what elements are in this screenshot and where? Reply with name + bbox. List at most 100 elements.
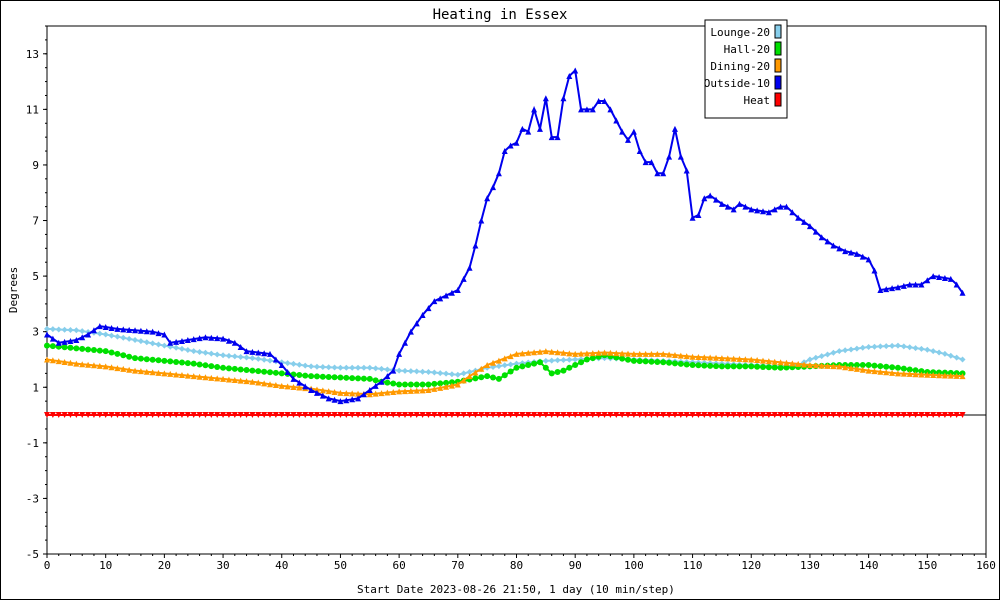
data-point: [319, 363, 326, 370]
data-point: [730, 206, 737, 213]
data-point: [231, 339, 238, 346]
data-point: [413, 387, 420, 394]
data-point: [607, 349, 614, 356]
data-point: [167, 358, 174, 365]
data-point: [589, 355, 596, 362]
data-point: [114, 365, 121, 372]
data-point: [225, 412, 232, 419]
data-point: [249, 355, 256, 362]
data-point: [425, 305, 432, 312]
data-point: [196, 361, 203, 368]
data-point: [261, 380, 268, 387]
data-point: [319, 392, 326, 399]
series-layer: [44, 67, 966, 419]
data-point: [666, 359, 673, 366]
data-point: [619, 350, 626, 357]
data-point: [44, 342, 50, 349]
data-point: [137, 338, 144, 345]
data-point: [507, 353, 514, 360]
data-point: [132, 327, 139, 334]
data-point: [578, 106, 585, 113]
data-point: [572, 67, 579, 74]
data-point: [836, 245, 843, 252]
data-point: [677, 153, 684, 160]
data-point: [249, 378, 256, 385]
data-point: [278, 362, 285, 369]
data-point: [560, 357, 567, 364]
data-point: [941, 274, 948, 281]
data-point: [900, 343, 907, 350]
data-point: [877, 343, 884, 350]
data-point: [296, 361, 303, 368]
legend-swatch: [774, 41, 782, 56]
data-point: [894, 284, 901, 291]
data-point: [877, 368, 884, 375]
data-point: [742, 203, 749, 210]
data-point: [689, 362, 696, 369]
data-point: [642, 412, 649, 419]
data-point: [349, 364, 356, 371]
data-point: [73, 327, 80, 334]
data-point: [55, 339, 62, 346]
data-point: [542, 95, 549, 102]
data-point: [202, 349, 209, 356]
data-point: [912, 371, 919, 378]
data-point: [777, 364, 784, 371]
data-point: [360, 375, 367, 382]
data-point: [431, 385, 438, 392]
data-point: [842, 364, 849, 371]
data-point: [889, 285, 896, 292]
data-point: [290, 383, 297, 390]
data-point: [572, 356, 579, 363]
data-point: [736, 200, 743, 207]
data-point: [666, 153, 673, 160]
data-point: [507, 412, 514, 419]
y-tick-label: -5: [26, 548, 39, 561]
data-point: [801, 412, 808, 419]
data-point: [390, 388, 397, 395]
data-point: [566, 412, 573, 419]
data-point: [560, 349, 567, 356]
data-point: [912, 367, 919, 374]
data-point: [936, 412, 943, 419]
data-point: [255, 379, 262, 386]
data-point: [865, 343, 872, 350]
x-tick-label: 30: [216, 559, 229, 572]
data-point: [155, 412, 162, 419]
data-point: [167, 412, 174, 419]
data-point: [143, 339, 150, 346]
data-point: [718, 355, 725, 362]
data-point: [636, 412, 643, 419]
data-point: [765, 358, 772, 365]
data-point: [630, 350, 637, 357]
data-point: [220, 375, 227, 382]
data-point: [795, 360, 802, 367]
data-point: [754, 357, 761, 364]
data-point: [713, 354, 720, 361]
data-point: [595, 98, 602, 105]
data-point: [748, 356, 755, 363]
data-point: [771, 412, 778, 419]
data-point: [783, 359, 790, 366]
data-point: [636, 148, 643, 155]
data-point: [830, 412, 837, 419]
x-tick-label: 50: [334, 559, 347, 572]
data-point: [313, 386, 320, 393]
data-point: [501, 355, 508, 362]
data-point: [184, 372, 191, 379]
data-point: [319, 412, 326, 419]
data-point: [818, 353, 825, 360]
data-point: [654, 412, 661, 419]
data-point: [707, 354, 714, 361]
data-point: [871, 368, 878, 375]
data-point: [132, 337, 139, 344]
data-point: [96, 347, 103, 354]
data-point: [231, 412, 238, 419]
data-point: [748, 412, 755, 419]
data-point: [736, 355, 743, 362]
data-point: [625, 350, 632, 357]
data-point: [777, 203, 784, 210]
data-point: [900, 412, 907, 419]
data-point: [630, 128, 637, 135]
data-point: [196, 335, 203, 342]
